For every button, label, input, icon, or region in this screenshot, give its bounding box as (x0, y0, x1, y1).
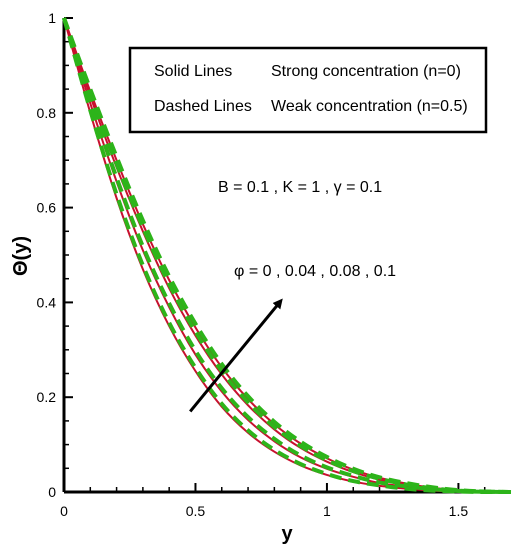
legend-row-1-style: Solid Lines (154, 63, 232, 80)
y-tick-label: 0.8 (37, 105, 57, 121)
dashed-series-phi-0_04 (62, 17, 512, 494)
series-layer (62, 17, 512, 495)
legend-row-2-style: Dashed Lines (154, 98, 252, 115)
increasing-phi-arrow (189, 298, 283, 413)
y-tick-label: 0.6 (37, 200, 57, 216)
y-tick-label: 1 (48, 10, 56, 26)
legend-box (128, 46, 488, 134)
y-tick-label: 0 (48, 484, 56, 500)
dashed-series-phi-0_1 (62, 17, 512, 494)
y-tick-label: 0.2 (37, 389, 57, 405)
dashed-series-phi-0 (62, 17, 512, 495)
x-axis-label: y (281, 523, 293, 545)
x-tick-label: 1 (323, 503, 331, 519)
legend: Solid Lines Strong concentration (n=0) D… (128, 46, 488, 134)
x-tick-label: 1.5 (449, 503, 469, 519)
legend-row-1-meaning: Strong concentration (n=0) (271, 63, 461, 80)
x-tick-label: 0 (60, 503, 68, 519)
legend-row-2-meaning: Weak concentration (n=0.5) (271, 98, 468, 115)
y-tick-label: 0.4 (37, 294, 57, 310)
x-tick-group: 0 0.5 1 1.5 (60, 483, 486, 519)
y-axis-label: Θ(y) (10, 236, 32, 276)
x-tick-label: 0.5 (186, 503, 206, 519)
phi-annotation: φ = 0 , 0.04 , 0.08 , 0.1 (234, 263, 396, 280)
y-tick-group: 0 0.2 0.4 0.6 0.8 1 (37, 10, 73, 500)
parameter-annotation: B = 0.1 , K = 1 , γ = 0.1 (218, 179, 382, 196)
